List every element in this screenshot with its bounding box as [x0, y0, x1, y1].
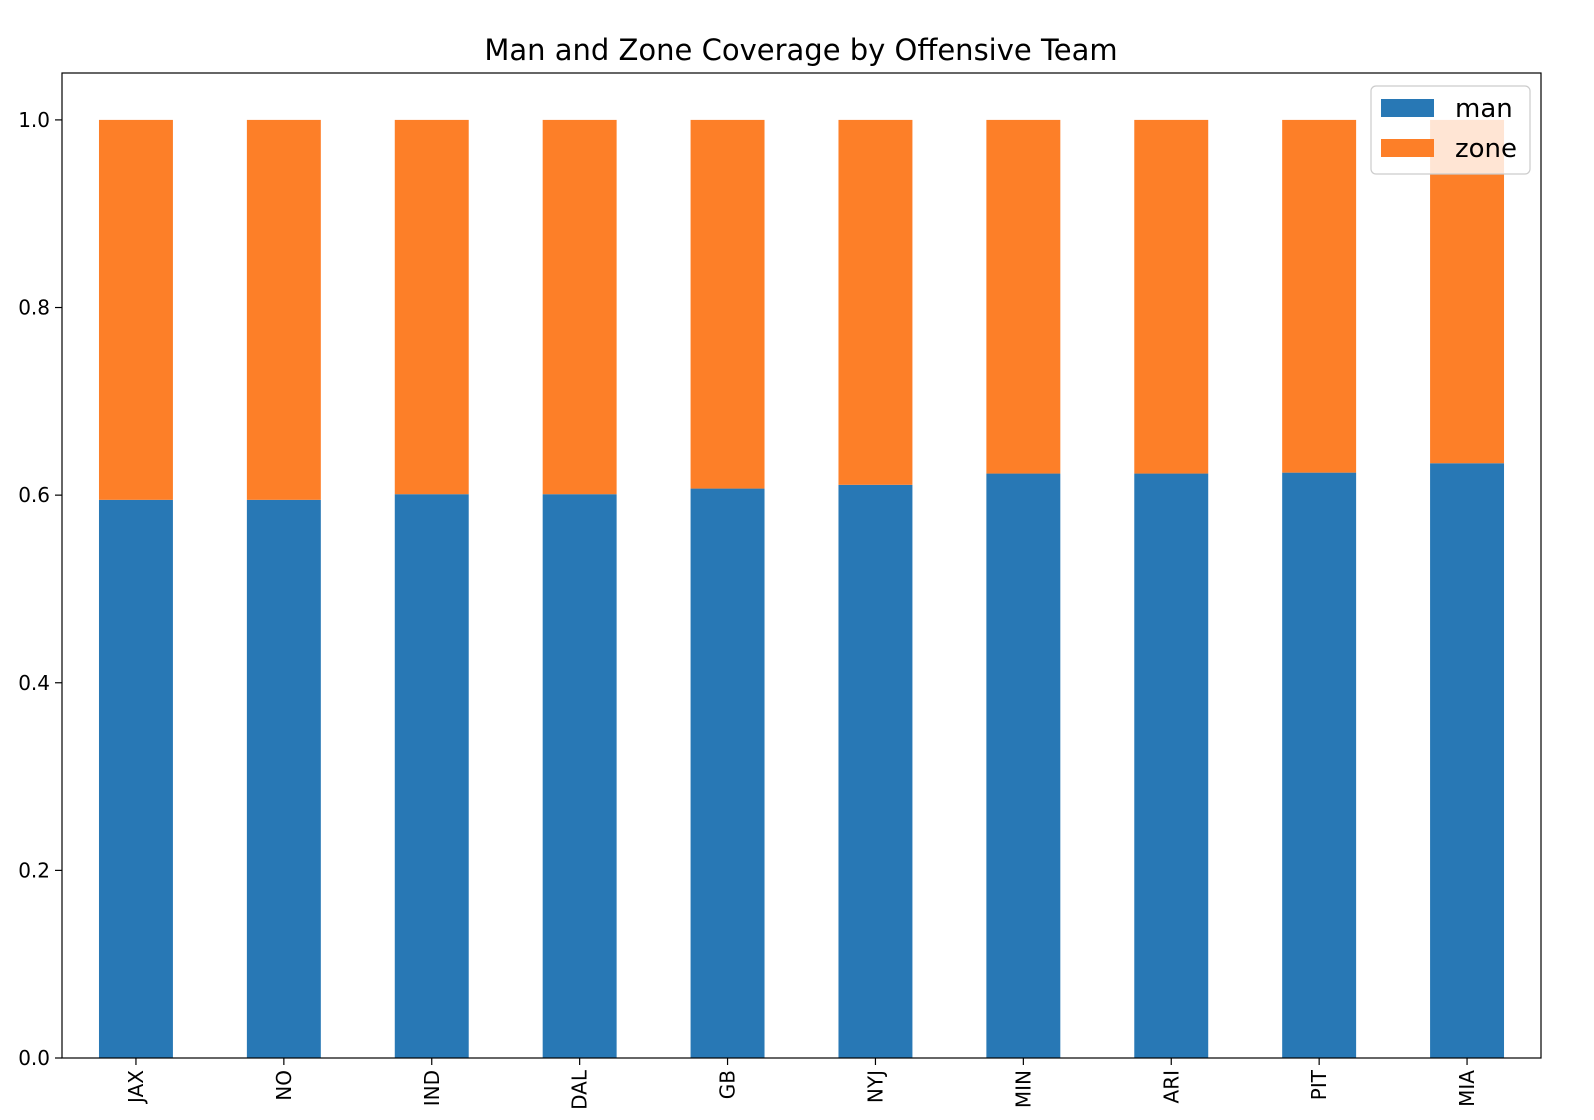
- bar-zone-no: [246, 119, 321, 500]
- x-tick-label: ARI: [1159, 1070, 1183, 1103]
- bar-man-ind: [394, 494, 469, 1058]
- bar-man-jax: [98, 499, 173, 1058]
- bar-zone-dal: [542, 119, 617, 495]
- axes-layer: JAX NO IND DAL GB NYJ MIN ARI PIT MIA 0.0 0.2 0.4 0.6…: [18, 72, 1542, 1110]
- bar-man-dal: [542, 494, 617, 1058]
- legend-label-zone: zone: [1455, 134, 1517, 164]
- bar-man-min: [986, 473, 1061, 1059]
- x-tick-label: GB: [716, 1070, 740, 1099]
- chart-title: Man and Zone Coverage by Offensive Team: [484, 33, 1117, 67]
- bar-zone-min: [986, 119, 1061, 474]
- plot-frame: [61, 72, 1542, 1059]
- x-tick-label: MIA: [1455, 1070, 1479, 1107]
- x-tick-label: IND: [420, 1070, 444, 1106]
- bar-zone-gb: [690, 119, 765, 489]
- y-tick-label: 0.0: [18, 1046, 50, 1070]
- legend-swatch-zone: [1381, 139, 1434, 157]
- bar-man-ari: [1134, 473, 1209, 1059]
- legend-swatch-man: [1381, 99, 1434, 117]
- y-tick-label: 0.2: [18, 858, 50, 882]
- x-tick-label: JAX: [124, 1070, 148, 1105]
- x-tick-label: NYJ: [863, 1070, 887, 1103]
- legend-label-man: man: [1455, 94, 1513, 124]
- bar-zone-ind: [394, 119, 469, 495]
- bar-man-no: [246, 499, 321, 1058]
- x-tick-label: PIT: [1307, 1069, 1331, 1100]
- y-tick-label: 0.6: [18, 483, 50, 507]
- bar-man-nyj: [838, 484, 913, 1058]
- legend: man zone: [1370, 85, 1531, 175]
- y-tick-label: 1.0: [18, 108, 50, 132]
- bar-zone-ari: [1134, 119, 1209, 474]
- bar-zone-nyj: [838, 119, 913, 485]
- bar-zone-mia: [1430, 119, 1505, 464]
- x-tick-label: MIN: [1011, 1070, 1035, 1108]
- y-tick-label: 0.4: [18, 671, 50, 695]
- bar-man-mia: [1430, 463, 1505, 1058]
- bar-zone-jax: [98, 119, 173, 500]
- bar-man-pit: [1282, 472, 1357, 1059]
- x-tick-label: NO: [272, 1070, 296, 1101]
- bar-man-gb: [690, 488, 765, 1059]
- bars-layer: [98, 119, 1505, 1059]
- y-tick-label: 0.8: [18, 296, 50, 320]
- bar-zone-pit: [1282, 119, 1357, 473]
- x-tick-label: DAL: [568, 1069, 592, 1110]
